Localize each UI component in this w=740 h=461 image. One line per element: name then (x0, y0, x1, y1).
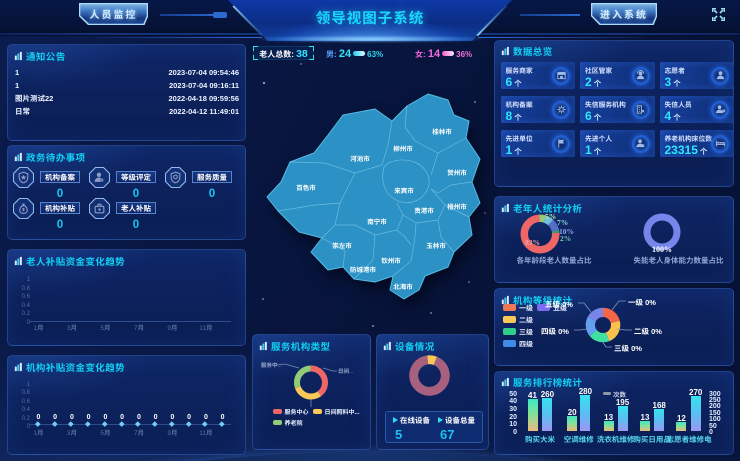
svg-text:贺州市: 贺州市 (447, 167, 467, 177)
svg-text:7%: 7% (557, 217, 568, 228)
svg-text:柳州市: 柳州市 (393, 143, 413, 153)
svg-text:100%: 100% (652, 244, 672, 255)
svg-text:贵港市: 贵港市 (414, 205, 434, 215)
svg-text:2%: 2% (560, 233, 571, 244)
svg-text:河池市: 河池市 (350, 153, 370, 163)
svg-text:百色市: 百色市 (296, 182, 316, 192)
svg-text:钦州市: 钦州市 (381, 255, 401, 265)
svg-text:服务中...: 服务中... (261, 361, 282, 369)
svg-text:防城港市: 防城港市 (350, 264, 377, 274)
svg-text:梧州市: 梧州市 (447, 201, 467, 211)
svg-text:南宁市: 南宁市 (367, 216, 387, 226)
svg-text:玉林市: 玉林市 (426, 240, 446, 250)
svg-text:83%: 83% (525, 237, 540, 248)
svg-text:崇左市: 崇左市 (332, 240, 352, 250)
svg-text:日间...: 日间... (338, 367, 354, 375)
svg-text:5%: 5% (545, 211, 556, 222)
svg-text:桂林市: 桂林市 (432, 126, 452, 136)
svg-text:10%: 10% (559, 226, 574, 237)
svg-text:北海市: 北海市 (393, 281, 413, 291)
svg-text:来宾市: 来宾市 (394, 185, 414, 195)
